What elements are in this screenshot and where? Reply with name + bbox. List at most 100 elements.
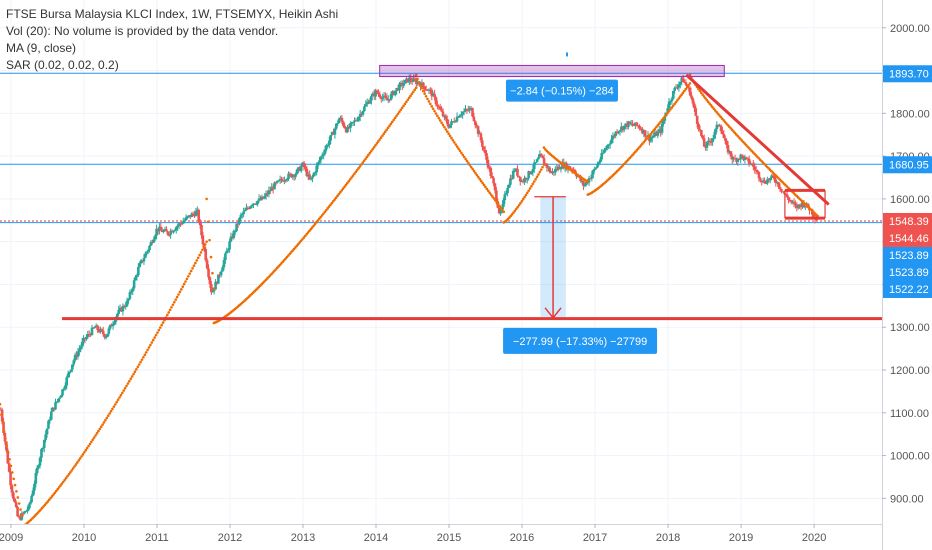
sar-dot <box>122 389 126 392</box>
candle-body <box>360 113 363 115</box>
candle-body <box>158 226 161 232</box>
sar-dot <box>319 215 322 219</box>
sar-dot <box>13 483 17 487</box>
measure-label-box[interactable] <box>503 327 658 354</box>
candle-body <box>54 402 57 410</box>
candle-body <box>103 334 106 338</box>
symbol-title[interactable]: FTSE Bursa Malaysia KLCI Index, 1W, FTSE… <box>6 7 339 21</box>
sar-dot <box>208 238 211 242</box>
candle-body <box>186 216 189 218</box>
range-box[interactable] <box>379 64 725 78</box>
candle-body <box>722 134 726 139</box>
candle-body <box>21 513 25 515</box>
candle-body <box>729 151 733 157</box>
candle-body <box>73 354 77 361</box>
sar-dot <box>78 457 82 460</box>
candle-body <box>485 153 488 160</box>
candle-body <box>211 291 215 293</box>
sar-dot <box>337 192 341 196</box>
candle-body <box>294 174 297 177</box>
candle-body <box>528 171 532 174</box>
candle-body <box>313 172 317 174</box>
price-label-box[interactable] <box>883 280 932 298</box>
candle-body <box>489 167 493 177</box>
candle-body <box>763 180 766 183</box>
price-label-box[interactable] <box>883 65 932 83</box>
candle-body <box>551 171 554 174</box>
sar-dot <box>443 125 446 129</box>
candle-body <box>165 229 168 232</box>
price-label-box[interactable] <box>883 246 932 264</box>
sar-dot <box>357 166 360 170</box>
candle-body <box>365 102 369 105</box>
sar-dot <box>188 272 192 275</box>
candle-body <box>299 166 303 172</box>
candle-body <box>190 213 193 218</box>
candle-body <box>358 113 362 117</box>
candle-body <box>134 276 137 281</box>
sar-dot <box>181 285 185 289</box>
candle-body <box>780 188 783 192</box>
candle-body <box>357 116 361 121</box>
horizontal-lines[interactable] <box>0 72 882 224</box>
sar-dot <box>146 348 149 352</box>
sar-dot <box>139 360 142 364</box>
candle-body <box>702 138 706 147</box>
trend-line[interactable] <box>685 73 830 206</box>
candle-body <box>277 180 281 182</box>
candle-body <box>445 118 449 124</box>
price-label-box[interactable] <box>883 156 932 174</box>
x-tick-label: 2016 <box>510 532 534 544</box>
sar-dot <box>316 219 320 222</box>
sar-dot <box>667 109 671 113</box>
candle-body <box>457 116 460 118</box>
candle-body <box>471 108 474 117</box>
candle-body <box>426 89 429 91</box>
indicator-volume[interactable]: Vol (20): No volume is provided by the d… <box>6 24 279 38</box>
candle-body <box>502 200 505 207</box>
candle-body <box>488 167 491 169</box>
candle-body <box>62 388 66 390</box>
indicator-ma[interactable]: MA (9, close) <box>6 41 77 55</box>
candle-body <box>356 120 359 122</box>
candle-body <box>271 187 275 190</box>
x-tick-label: 2010 <box>72 532 96 544</box>
candle-body <box>318 160 321 163</box>
price-axis[interactable]: 900.001000.001100.001200.001300.001400.0… <box>882 0 932 550</box>
candle-body <box>316 162 320 166</box>
candle-body <box>753 166 757 170</box>
time-axis[interactable]: 2009 2010 2011 2012 2013 2014 2015 2016 2017 2018… <box>0 524 882 550</box>
drawings[interactable]: −2.84 (−0.15%) −284 −277.99 (−17.33%) −27… <box>62 52 882 354</box>
candle-body <box>194 211 198 217</box>
candle-body <box>101 330 105 335</box>
range-label-text: −2.84 (−0.15%) −284 <box>510 86 614 98</box>
candle-body <box>482 146 486 150</box>
range-label-box[interactable] <box>505 79 618 102</box>
indicator-sar[interactable]: SAR (0.02, 0.02, 0.2) <box>6 58 119 72</box>
price-label-box[interactable] <box>883 229 932 247</box>
price-label-text: 1523.89 <box>889 250 929 262</box>
sar-dot <box>182 282 186 286</box>
candle-body <box>254 203 258 205</box>
price-label-box[interactable] <box>883 212 932 230</box>
candle-body <box>214 281 217 290</box>
candle-body <box>37 465 40 468</box>
sar-dot <box>519 201 522 205</box>
candle-body <box>52 407 56 410</box>
x-tick-label: 2009 <box>0 532 23 544</box>
candle-body <box>451 121 455 123</box>
candle-body <box>51 407 54 412</box>
sar-dot <box>126 382 130 385</box>
sar-dot <box>495 200 499 204</box>
candle-body <box>148 245 151 251</box>
candle-body <box>541 155 545 159</box>
sar-dot <box>195 259 199 262</box>
sar-dot <box>173 300 176 304</box>
sar-dot <box>140 358 144 361</box>
sar-dot <box>498 204 501 208</box>
sar-dot <box>698 89 702 93</box>
candle-body <box>607 144 611 146</box>
sar-dot <box>436 114 439 118</box>
price-label-box[interactable] <box>883 263 932 281</box>
